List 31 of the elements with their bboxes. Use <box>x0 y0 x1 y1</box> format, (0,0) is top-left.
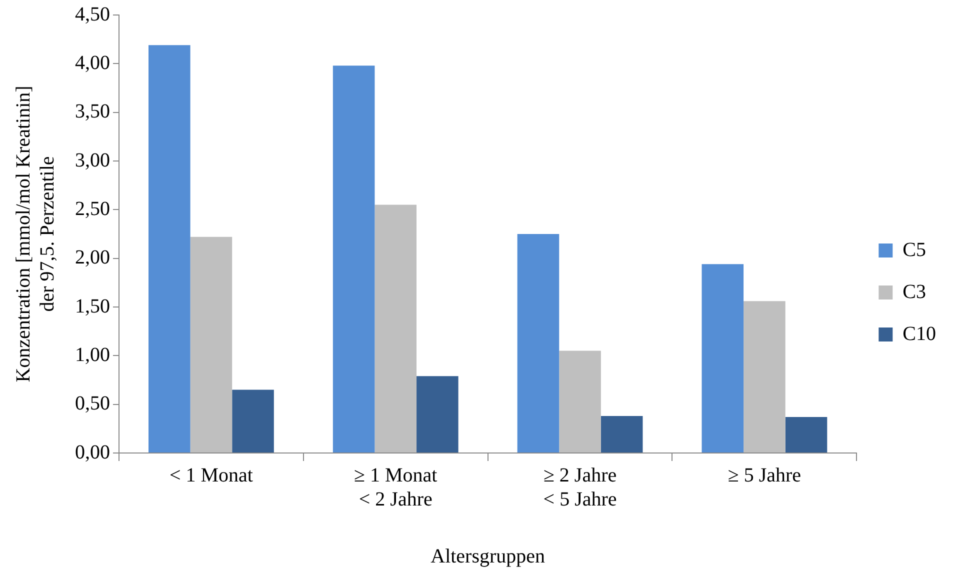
bar <box>600 416 643 452</box>
legend-label: C5 <box>902 238 926 261</box>
bar <box>148 45 190 452</box>
y-tick-label: 2,50 <box>75 198 110 220</box>
bar <box>517 234 560 452</box>
bar <box>190 236 232 452</box>
legend-label: C3 <box>902 280 926 303</box>
bar <box>374 204 417 452</box>
y-tick-label: 0,50 <box>75 392 110 415</box>
legend-label: C10 <box>902 322 936 345</box>
x-tick-label: ≥ 1 Monat < 2 Jahre <box>354 464 438 510</box>
y-tick-label: 3,50 <box>75 100 110 123</box>
y-tick-label: 4,50 <box>75 3 110 26</box>
y-tick-label: 0,00 <box>75 441 110 464</box>
x-tick-label: < 1 Monat <box>169 464 254 486</box>
bar <box>702 264 744 452</box>
x-tick-label: ≥ 5 Jahre <box>728 464 802 486</box>
bar <box>232 390 274 452</box>
y-axis-title: Konzentration [mmol/mol Kreatinin] der 97,5. Perzentile <box>12 86 58 382</box>
bar <box>559 350 601 452</box>
y-tick-label: 1,50 <box>75 295 110 318</box>
x-axis-title: Altersgruppen <box>430 545 546 568</box>
bar <box>744 301 786 452</box>
y-tick-label: 1,00 <box>75 344 110 366</box>
y-tick-label: 2,00 <box>75 246 110 269</box>
bar <box>332 66 375 452</box>
y-tick-label: 3,00 <box>75 149 110 172</box>
x-tick-label: ≥ 2 Jahre < 5 Jahre <box>543 464 617 510</box>
bar <box>785 416 828 452</box>
y-tick-label: 4,00 <box>75 52 110 74</box>
bar <box>416 376 458 452</box>
